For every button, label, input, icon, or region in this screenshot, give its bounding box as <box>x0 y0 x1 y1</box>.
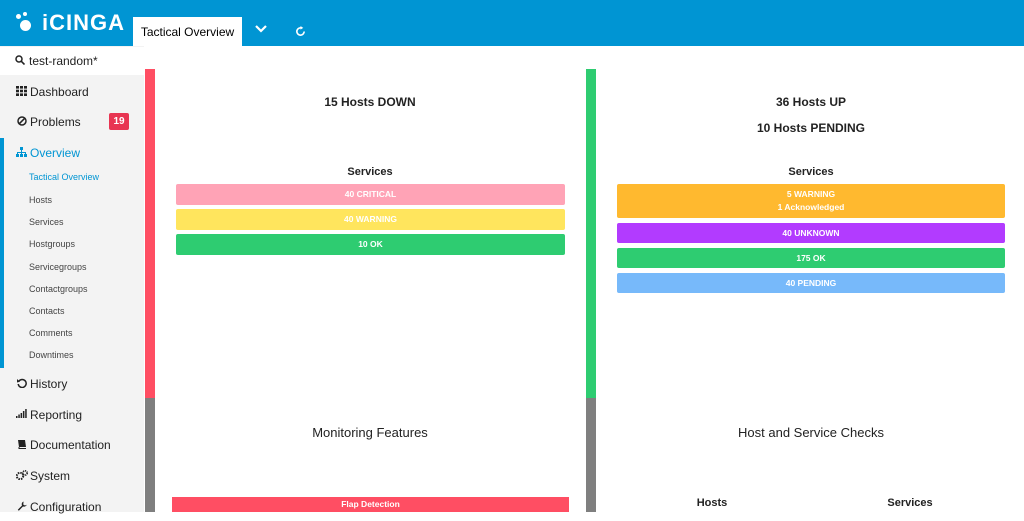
logo-text: iCINGA <box>42 10 125 35</box>
search-value: test-random* <box>29 54 98 68</box>
checks-hosts-label: Hosts <box>696 497 728 509</box>
services-pending-bar[interactable]: 40 PENDING <box>617 273 1005 293</box>
sidebar-sub-comments[interactable]: Comments <box>29 328 73 338</box>
sidebar-sub-servicegroups[interactable]: Servicegroups <box>29 262 87 272</box>
services-critical-bar[interactable]: 40 CRITICAL <box>176 184 565 205</box>
sidebar-item-label: Documentation <box>30 438 111 452</box>
sitemap-icon <box>15 146 28 160</box>
gears-icon <box>15 469 28 483</box>
checks-state-bar <box>586 398 596 512</box>
services-title: Services <box>347 166 393 178</box>
host-service-checks-title: Host and Service Checks <box>738 425 884 440</box>
services-warning-bar[interactable]: 40 WARNING <box>176 209 565 230</box>
hosts-up-heading[interactable]: 36 Hosts UP <box>775 95 847 109</box>
sidebar-item-label: Configuration <box>30 500 102 514</box>
icinga-logo-icon <box>14 12 36 34</box>
sidebar-item-system[interactable]: System <box>0 462 144 490</box>
refresh-icon[interactable] <box>290 24 310 40</box>
sidebar-item-documentation[interactable]: Documentation <box>0 431 144 459</box>
sidebar-sub-hostgroups[interactable]: Hostgroups <box>29 239 76 249</box>
sidebar-item-configuration[interactable]: Configuration <box>0 493 144 521</box>
hosts-pending-heading[interactable]: 10 Hosts PENDING <box>756 121 866 135</box>
sidebar-sub-contacts[interactable]: Contacts <box>29 306 65 316</box>
hosts-up-state-bar <box>586 69 596 398</box>
book-icon <box>15 439 28 452</box>
grid-icon <box>15 85 28 99</box>
sidebar-sub-downtimes[interactable]: Downtimes <box>29 350 74 360</box>
sidebar-item-label: Problems <box>30 115 81 129</box>
sidebar-sub-contactgroups[interactable]: Contactgroups <box>29 284 88 294</box>
signal-icon <box>15 409 28 421</box>
chevron-down-icon[interactable] <box>251 20 271 36</box>
services-unknown-bar[interactable]: 40 UNKNOWN <box>617 223 1005 243</box>
flap-detection-bar[interactable]: Flap Detection <box>172 497 569 512</box>
history-icon <box>15 378 28 391</box>
sidebar-item-label: Reporting <box>30 408 83 422</box>
warning-count: 5 WARNING <box>786 189 836 199</box>
tab-tactical-overview[interactable]: Tactical Overview <box>133 17 242 46</box>
sidebar-item-label: Dashboard <box>30 85 89 99</box>
sidebar-item-dashboard[interactable]: Dashboard <box>0 78 144 106</box>
monitoring-state-bar <box>145 398 155 512</box>
sidebar-item-reporting[interactable]: Reporting <box>0 401 144 429</box>
monitoring-features-title: Monitoring Features <box>312 425 428 440</box>
services-warning-bar[interactable]: 5 WARNING 1 Acknowledged <box>617 184 1005 218</box>
icinga-logo[interactable]: iCINGA <box>14 8 125 38</box>
sidebar-sub-services[interactable]: Services <box>29 217 64 227</box>
search-input[interactable]: test-random* <box>0 47 144 75</box>
sidebar-item-label: History <box>30 377 68 391</box>
services-title: Services <box>788 166 834 178</box>
ban-icon <box>15 115 28 129</box>
search-icon <box>15 54 26 68</box>
checks-services-label: Services <box>887 497 933 509</box>
sidebar-item-problems[interactable]: Problems <box>0 108 144 136</box>
warning-acknowledged: 1 Acknowledged <box>777 202 845 212</box>
active-indicator <box>0 138 4 368</box>
sidebar-item-label: System <box>30 469 71 483</box>
services-ok-bar[interactable]: 175 OK <box>617 248 1005 268</box>
hosts-down-heading[interactable]: 15 Hosts DOWN <box>324 95 416 109</box>
hosts-down-state-bar <box>145 69 155 398</box>
sidebar-sub-tactical-overview[interactable]: Tactical Overview <box>29 172 100 182</box>
sidebar-item-overview[interactable]: Overview <box>0 139 144 167</box>
problems-count-badge: 19 <box>109 113 129 130</box>
sidebar-item-history[interactable]: History <box>0 370 144 398</box>
wrench-icon <box>15 501 28 514</box>
sidebar-item-label: Overview <box>30 146 81 160</box>
sidebar-sub-hosts[interactable]: Hosts <box>29 195 53 205</box>
services-ok-bar[interactable]: 10 OK <box>176 234 565 255</box>
